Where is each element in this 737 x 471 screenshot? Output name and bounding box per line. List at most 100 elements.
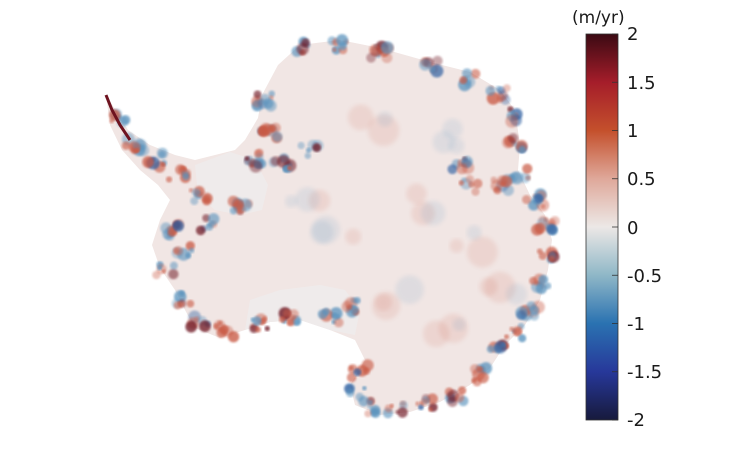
velocity-anomaly-patch xyxy=(191,188,201,197)
velocity-anomaly-patch xyxy=(190,196,199,206)
velocity-anomaly-patch xyxy=(370,407,381,419)
velocity-anomaly-patch xyxy=(420,398,428,407)
colorbar-tick-marks xyxy=(612,33,618,421)
peninsula-edge-anomaly xyxy=(104,94,132,141)
velocity-anomaly-patch xyxy=(249,159,263,173)
velocity-anomaly-patch xyxy=(432,55,443,66)
velocity-anomaly-patch xyxy=(178,290,185,297)
velocity-anomaly-patch xyxy=(260,122,272,135)
velocity-anomaly-patch xyxy=(304,152,312,159)
velocity-anomaly-patch xyxy=(361,359,374,372)
velocity-anomaly-patch xyxy=(207,213,220,225)
velocity-anomaly-patch xyxy=(288,309,299,320)
velocity-anomaly-patch xyxy=(419,58,432,71)
velocity-anomaly-patch xyxy=(286,318,295,327)
colorbar xyxy=(585,33,619,421)
velocity-anomaly-patch xyxy=(158,150,166,158)
velocity-anomaly-patch xyxy=(270,156,281,167)
velocity-anomaly-patch xyxy=(512,325,523,336)
colorbar-tick-label: 2 xyxy=(627,24,639,45)
velocity-anomaly-patch xyxy=(172,220,184,232)
velocity-anomaly-patch xyxy=(287,165,292,171)
velocity-anomaly-patch xyxy=(263,98,274,109)
velocity-anomaly-patch xyxy=(264,325,270,332)
velocity-anomaly-patch xyxy=(505,283,528,305)
velocity-anomaly-patch xyxy=(132,138,145,151)
velocity-anomaly-patch xyxy=(165,176,173,183)
velocity-anomaly-patch xyxy=(466,225,482,241)
velocity-anomaly-patch xyxy=(181,166,187,172)
colorbar-tick-label: -2 xyxy=(627,410,645,431)
velocity-anomaly-patch xyxy=(244,156,250,161)
velocity-anomaly-patch xyxy=(332,312,340,320)
velocity-anomaly-patch xyxy=(471,187,480,196)
velocity-anomaly-patch xyxy=(449,238,464,253)
velocity-anomaly-patch xyxy=(418,404,424,411)
velocity-anomaly-patch xyxy=(305,147,312,153)
velocity-anomaly-patch xyxy=(529,276,538,285)
velocity-anomaly-patch xyxy=(194,316,200,322)
velocity-anomaly-patch xyxy=(458,180,464,186)
velocity-anomaly-patch xyxy=(522,163,533,174)
velocity-anomaly-patch xyxy=(253,90,262,99)
colorbar-tick-label: -0.5 xyxy=(627,266,663,287)
velocity-anomaly-patch xyxy=(345,228,362,245)
velocity-anomaly-patch xyxy=(279,316,286,323)
velocity-anomaly-patch xyxy=(338,41,347,51)
velocity-anomaly-patch xyxy=(311,215,341,244)
velocity-anomaly-patch xyxy=(121,141,131,150)
velocity-anomaly-patch xyxy=(185,320,197,333)
velocity-anomaly-patch xyxy=(519,172,531,184)
velocity-anomaly-patch xyxy=(504,334,510,340)
velocity-anomaly-patch xyxy=(472,178,483,189)
velocity-anomaly-patch xyxy=(353,368,362,377)
velocity-anomaly-patch xyxy=(533,193,544,204)
velocity-anomaly-patch xyxy=(205,223,214,231)
velocity-anomaly-patch xyxy=(397,407,408,418)
velocity-anomaly-patch xyxy=(142,156,154,168)
colorbar-tick-label: -1 xyxy=(627,314,645,335)
velocity-anomaly-patch xyxy=(362,386,367,391)
velocity-anomaly-patch xyxy=(529,311,539,321)
velocity-anomaly-patch xyxy=(185,252,192,259)
velocity-anomaly-patch xyxy=(538,274,549,285)
velocity-anomaly-patch xyxy=(134,147,140,153)
velocity-anomaly-patch xyxy=(518,145,526,154)
velocity-anomaly-patch xyxy=(368,400,373,405)
velocity-anomaly-patch xyxy=(297,141,305,150)
velocity-anomaly-patch xyxy=(375,294,392,311)
colorbar-tick-label: -1.5 xyxy=(627,362,663,383)
velocity-anomaly-patch xyxy=(173,247,180,254)
velocity-anomaly-patch xyxy=(534,223,546,234)
colorbar-tick-label: 0.5 xyxy=(627,169,656,190)
velocity-anomaly-patch xyxy=(157,265,162,271)
velocity-anomaly-patch xyxy=(459,76,468,85)
velocity-anomaly-patch xyxy=(395,275,424,304)
velocity-anomaly-patch xyxy=(312,143,322,152)
velocity-anomaly-patch xyxy=(477,366,484,373)
velocity-anomaly-patch xyxy=(109,118,114,124)
velocity-anomaly-patch xyxy=(296,42,309,56)
velocity-anomaly-patch xyxy=(479,362,493,375)
velocity-anomaly-patch xyxy=(282,165,290,173)
velocity-anomaly-patch xyxy=(406,183,427,204)
velocity-anomaly-patch xyxy=(477,371,489,384)
velocity-anomaly-patch xyxy=(186,299,195,308)
velocity-anomaly-patch xyxy=(508,133,519,144)
velocity-anomaly-patch xyxy=(518,334,527,343)
velocity-anomaly-patch xyxy=(272,131,283,143)
velocity-anomaly-patch xyxy=(457,386,467,395)
velocity-anomaly-patch xyxy=(268,90,275,97)
velocity-anomaly-patch xyxy=(522,195,532,205)
velocity-anomaly-patch xyxy=(160,162,166,167)
velocity-anomaly-patch xyxy=(538,251,547,260)
ross-ice-shelf xyxy=(245,285,360,335)
velocity-anomaly-patch xyxy=(486,345,495,353)
velocity-anomaly-patch xyxy=(227,331,240,343)
velocity-anomaly-patch xyxy=(447,164,458,175)
velocity-anomaly-patch xyxy=(466,236,498,268)
velocity-anomaly-patch xyxy=(347,104,374,131)
colorbar-tick-label: 1.5 xyxy=(627,73,656,94)
velocity-anomaly-patch xyxy=(469,364,480,374)
velocity-anomaly-patch xyxy=(253,149,263,158)
